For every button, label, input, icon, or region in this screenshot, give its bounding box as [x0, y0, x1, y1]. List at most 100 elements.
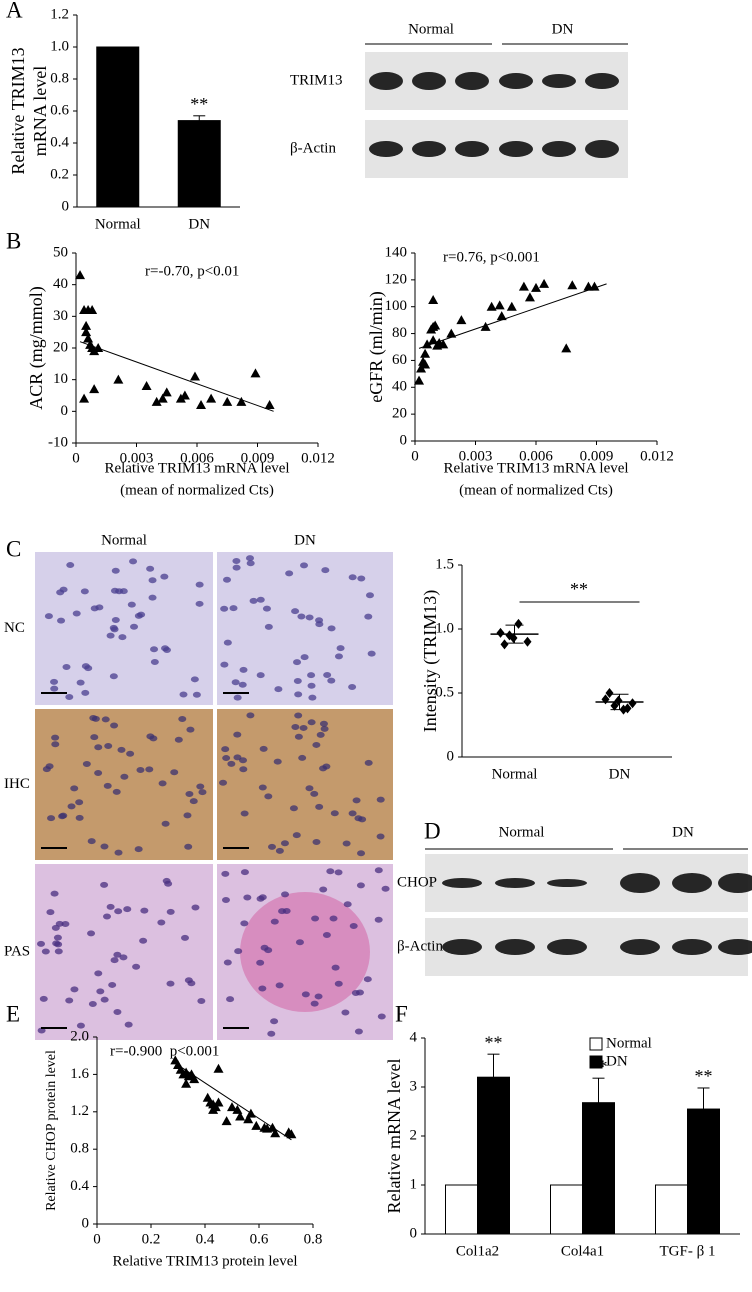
point	[179, 390, 190, 400]
nucleus	[240, 869, 249, 876]
y-axis-label: Relative CHOP protein level	[44, 1050, 59, 1211]
nucleus	[322, 932, 331, 939]
nucleus	[293, 677, 302, 684]
histology-column-label: Normal	[101, 532, 147, 548]
nucleus	[111, 616, 120, 623]
nucleus	[47, 815, 56, 822]
blot-band	[442, 939, 482, 955]
nucleus	[354, 1028, 363, 1035]
point	[531, 282, 541, 292]
nucleus	[139, 937, 148, 944]
nucleus	[262, 605, 271, 612]
nucleus	[365, 592, 374, 599]
nucleus	[374, 916, 383, 923]
nucleus	[76, 679, 85, 686]
y-tick-label: 1.6	[70, 1066, 89, 1082]
blot-group-label: DN	[672, 824, 694, 840]
y-tick-label: 0.4	[50, 134, 69, 150]
nucleus	[348, 810, 357, 817]
nucleus	[258, 894, 267, 901]
bar	[550, 1184, 583, 1235]
x-axis-label: (mean of normalized Cts)	[120, 482, 274, 498]
nucleus	[327, 677, 336, 684]
x-tick-label: 0.006	[180, 450, 214, 466]
point	[213, 1063, 224, 1073]
nucleus	[100, 881, 109, 888]
point	[113, 374, 124, 384]
nucleus	[72, 610, 81, 617]
nucleus	[88, 1000, 97, 1007]
histology-row-label: PAS	[4, 943, 30, 959]
y-tick-label: 1.0	[50, 38, 69, 54]
nucleus	[103, 782, 112, 789]
bar	[177, 120, 221, 208]
y-tick-label: 1	[410, 1176, 418, 1192]
fit-line	[418, 283, 607, 349]
x-tick-label: Normal	[95, 216, 141, 232]
nucleus	[331, 964, 340, 971]
point	[243, 1114, 254, 1124]
nucleus	[70, 785, 79, 792]
bar	[655, 1184, 688, 1235]
y-tick-label: 0	[82, 1215, 90, 1231]
nucleus	[223, 576, 232, 583]
nucleus	[334, 869, 343, 876]
nucleus	[323, 671, 332, 678]
nucleus	[376, 796, 385, 803]
nucleus	[197, 997, 206, 1004]
y-tick-label: 120	[385, 271, 408, 287]
y-tick-label: 10	[53, 371, 68, 387]
nucleus	[322, 763, 331, 770]
nucleus	[50, 685, 59, 692]
nucleus	[187, 980, 196, 987]
nucleus	[297, 613, 306, 620]
blot-band	[672, 939, 712, 955]
nucleus	[267, 1030, 276, 1037]
nucleus	[316, 731, 325, 738]
nucleus	[239, 757, 248, 764]
nucleus	[91, 715, 100, 722]
y-axis-label: Intensity (TRIM13)	[420, 590, 441, 732]
nucleus	[326, 868, 335, 875]
nucleus	[189, 798, 198, 805]
nucleus	[94, 769, 103, 776]
nucleus	[100, 996, 109, 1003]
nucleus	[233, 731, 242, 738]
histology-image	[35, 864, 213, 1040]
blot-group-label: Normal	[499, 824, 545, 840]
nucleus	[50, 890, 59, 897]
histology-row-label: NC	[4, 620, 25, 636]
point	[208, 1104, 219, 1114]
x-tick-label: 0.012	[640, 448, 674, 464]
nucleus	[343, 901, 352, 908]
point	[438, 339, 449, 349]
blot-row-label: TRIM13	[290, 72, 343, 88]
x-tick-label: 0	[72, 450, 80, 466]
annotation: r=-0.70, p<0.01	[145, 263, 239, 279]
nucleus	[190, 676, 199, 683]
nucleus	[278, 908, 287, 915]
nucleus	[270, 1018, 279, 1025]
histology-row-label: IHC	[4, 776, 30, 792]
annotation: r=0.76, p<0.001	[443, 249, 540, 265]
legend-label: DN	[606, 1053, 628, 1069]
nucleus	[132, 963, 141, 970]
nucleus	[367, 650, 376, 657]
point	[628, 698, 637, 709]
nucleus	[376, 833, 385, 840]
panel-label: B	[6, 228, 21, 253]
point	[523, 636, 532, 647]
nucleus	[178, 716, 187, 723]
nucleus	[115, 588, 124, 595]
blot-band	[585, 73, 619, 89]
point	[75, 270, 86, 280]
nucleus	[319, 886, 328, 893]
nucleus	[226, 996, 235, 1003]
nucleus	[336, 645, 345, 652]
nucleus	[293, 659, 302, 666]
nucleus	[291, 608, 300, 615]
nucleus	[223, 639, 232, 646]
nucleus	[238, 681, 247, 688]
significance-label: **	[190, 94, 208, 114]
